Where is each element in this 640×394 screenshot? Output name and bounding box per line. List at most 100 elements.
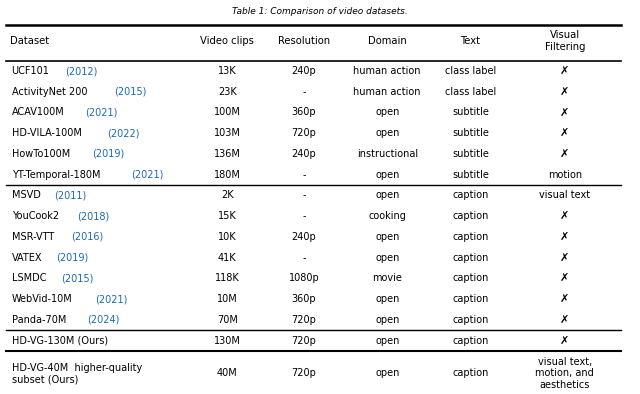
Text: WebVid-10M: WebVid-10M <box>12 294 72 304</box>
Text: (2019): (2019) <box>92 149 124 159</box>
Text: MSVD: MSVD <box>12 190 40 201</box>
Text: (2021): (2021) <box>131 170 163 180</box>
Text: 118K: 118K <box>215 273 239 283</box>
Text: VATEX: VATEX <box>12 253 42 263</box>
Text: 10K: 10K <box>218 232 237 242</box>
Text: human action: human action <box>353 87 421 97</box>
Text: ✗: ✗ <box>560 273 570 283</box>
Text: 2K: 2K <box>221 190 234 201</box>
Text: -: - <box>302 87 306 97</box>
Text: class label: class label <box>445 66 496 76</box>
Text: subtitle: subtitle <box>452 108 489 117</box>
Text: open: open <box>375 315 399 325</box>
Text: HowTo100M: HowTo100M <box>12 149 70 159</box>
Text: caption: caption <box>452 294 488 304</box>
Text: 720p: 720p <box>292 336 316 346</box>
Text: caption: caption <box>452 211 488 221</box>
Text: 720p: 720p <box>292 315 316 325</box>
Text: open: open <box>375 294 399 304</box>
Text: LSMDC: LSMDC <box>12 273 46 283</box>
Text: 240p: 240p <box>292 66 316 76</box>
Text: visual text: visual text <box>540 190 590 201</box>
Text: motion: motion <box>548 170 582 180</box>
Text: (2015): (2015) <box>114 87 147 97</box>
Text: ✗: ✗ <box>560 336 570 346</box>
Text: Video clips: Video clips <box>200 36 254 46</box>
Text: caption: caption <box>452 253 488 263</box>
Text: open: open <box>375 108 399 117</box>
Text: ✗: ✗ <box>560 294 570 304</box>
Text: ✗: ✗ <box>560 66 570 76</box>
Text: (2021): (2021) <box>95 294 127 304</box>
Text: Dataset: Dataset <box>10 36 49 46</box>
Text: HD-VG-130M (Ours): HD-VG-130M (Ours) <box>12 336 108 346</box>
Text: (2019): (2019) <box>56 253 88 263</box>
Text: -: - <box>302 253 306 263</box>
Text: 103M: 103M <box>214 128 241 138</box>
Text: movie: movie <box>372 273 402 283</box>
Text: (2012): (2012) <box>65 66 98 76</box>
Text: HD-VILA-100M: HD-VILA-100M <box>12 128 81 138</box>
Text: (2011): (2011) <box>54 190 86 201</box>
Text: Resolution: Resolution <box>278 36 330 46</box>
Text: class label: class label <box>445 87 496 97</box>
Text: 240p: 240p <box>292 149 316 159</box>
Text: open: open <box>375 253 399 263</box>
Text: caption: caption <box>452 368 488 378</box>
Text: YouCook2: YouCook2 <box>12 211 59 221</box>
Text: open: open <box>375 170 399 180</box>
Text: open: open <box>375 190 399 201</box>
Text: -: - <box>302 190 306 201</box>
Text: subtitle: subtitle <box>452 128 489 138</box>
Text: 180M: 180M <box>214 170 241 180</box>
Text: open: open <box>375 232 399 242</box>
Text: caption: caption <box>452 232 488 242</box>
Text: ✗: ✗ <box>560 232 570 242</box>
Text: ✗: ✗ <box>560 128 570 138</box>
Text: (2021): (2021) <box>84 108 117 117</box>
Text: 40M: 40M <box>217 368 237 378</box>
Text: ✗: ✗ <box>560 149 570 159</box>
Text: -: - <box>302 170 306 180</box>
Text: instructional: instructional <box>356 149 418 159</box>
Text: 360p: 360p <box>292 294 316 304</box>
Text: MSR-VTT: MSR-VTT <box>12 232 54 242</box>
Text: open: open <box>375 368 399 378</box>
Text: subtitle: subtitle <box>452 149 489 159</box>
Text: ✗: ✗ <box>560 315 570 325</box>
Text: UCF101: UCF101 <box>12 66 49 76</box>
Text: 70M: 70M <box>217 315 237 325</box>
Text: caption: caption <box>452 273 488 283</box>
Text: ✗: ✗ <box>560 211 570 221</box>
Text: Domain: Domain <box>368 36 406 46</box>
Text: 130M: 130M <box>214 336 241 346</box>
Text: (2024): (2024) <box>87 315 119 325</box>
Text: 136M: 136M <box>214 149 241 159</box>
Text: 100M: 100M <box>214 108 241 117</box>
Text: subtitle: subtitle <box>452 170 489 180</box>
Text: caption: caption <box>452 315 488 325</box>
Text: human action: human action <box>353 66 421 76</box>
Text: YT-Temporal-180M: YT-Temporal-180M <box>12 170 100 180</box>
Text: caption: caption <box>452 190 488 201</box>
Text: 720p: 720p <box>292 128 316 138</box>
Text: visual text,
motion, and
aesthetics: visual text, motion, and aesthetics <box>536 357 594 390</box>
Text: 13K: 13K <box>218 66 237 76</box>
Text: open: open <box>375 128 399 138</box>
Text: ActivityNet 200: ActivityNet 200 <box>12 87 87 97</box>
Text: ACAV100M: ACAV100M <box>12 108 64 117</box>
Text: (2016): (2016) <box>71 232 104 242</box>
Text: (2018): (2018) <box>77 211 109 221</box>
Text: (2015): (2015) <box>61 273 93 283</box>
Text: cooking: cooking <box>368 211 406 221</box>
Text: 360p: 360p <box>292 108 316 117</box>
Text: Table 1: Comparison of video datasets.: Table 1: Comparison of video datasets. <box>232 7 408 16</box>
Text: 10M: 10M <box>217 294 237 304</box>
Text: (2022): (2022) <box>107 128 140 138</box>
Text: HD-VG-40M  higher-quality
subset (Ours): HD-VG-40M higher-quality subset (Ours) <box>12 362 142 384</box>
Text: 41K: 41K <box>218 253 237 263</box>
Text: 15K: 15K <box>218 211 237 221</box>
Text: -: - <box>302 211 306 221</box>
Text: ✗: ✗ <box>560 253 570 263</box>
Text: 1080p: 1080p <box>289 273 319 283</box>
